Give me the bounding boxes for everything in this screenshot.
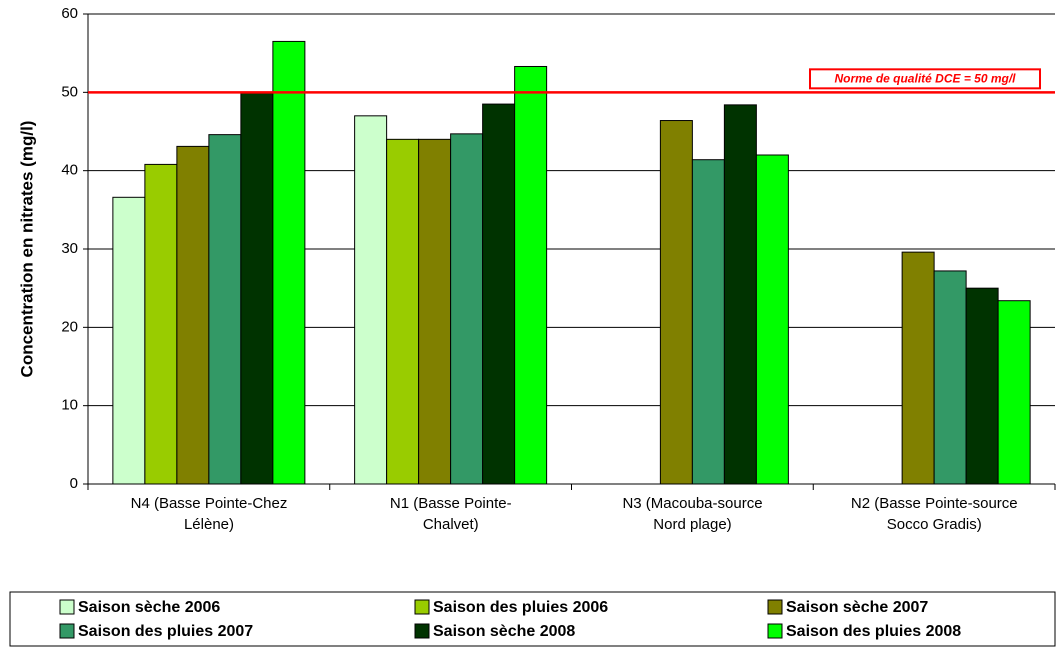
bar [514, 65, 548, 485]
x-tick-label: N1 (Basse Pointe- Chalvet) [389, 495, 512, 533]
reference-label: Norme de qualité DCE = 50 mg/l [834, 72, 1016, 86]
bar [933, 270, 967, 485]
bar [144, 163, 178, 485]
x-tick-label: N4 (Basse Pointe-Chez Lélène) [130, 495, 288, 533]
y-tick-label: 10 [61, 397, 78, 414]
y-tick-label: 60 [61, 5, 78, 22]
legend-swatch [414, 623, 430, 639]
x-tick-label: N2 (Basse Pointe-source Socco Gradis) [850, 495, 1018, 533]
bar [901, 251, 935, 485]
legend-swatch [414, 599, 430, 615]
bar [482, 103, 516, 485]
legend-swatch [59, 623, 75, 639]
bar [208, 134, 242, 485]
bar [354, 115, 388, 485]
y-tick-label: 40 [61, 162, 78, 179]
legend-label: Saison des pluies 2007 [78, 623, 253, 640]
bar [418, 138, 452, 485]
y-axis-title: Concentration en nitrates (mg/l) [17, 121, 36, 378]
bar [691, 159, 725, 485]
bar [723, 104, 757, 485]
legend-label: Saison sèche 2007 [786, 599, 928, 616]
bar [272, 40, 306, 485]
legend-box [9, 591, 1056, 647]
bar [112, 196, 146, 485]
legend-label: Saison des pluies 2008 [786, 623, 961, 640]
legend-swatch [59, 599, 75, 615]
bar [997, 300, 1031, 485]
y-tick-label: 0 [70, 475, 78, 492]
bar [755, 154, 789, 485]
bar [659, 120, 693, 485]
legend-label: Saison sèche 2008 [433, 623, 575, 640]
bar [965, 287, 999, 485]
y-tick-label: 50 [61, 83, 78, 100]
y-tick-label: 20 [61, 318, 78, 335]
legend-swatch [767, 623, 783, 639]
legend-swatch [767, 599, 783, 615]
bar [240, 92, 274, 485]
reference-label-box [809, 68, 1041, 90]
legend-label: Saison des pluies 2006 [433, 599, 608, 616]
bar [176, 145, 210, 485]
y-tick-label: 30 [61, 240, 78, 257]
x-tick-label: N3 (Macouba-source Nord plage) [622, 495, 763, 533]
bar [450, 133, 484, 485]
bar [386, 138, 420, 485]
legend-label: Saison sèche 2006 [78, 599, 220, 616]
